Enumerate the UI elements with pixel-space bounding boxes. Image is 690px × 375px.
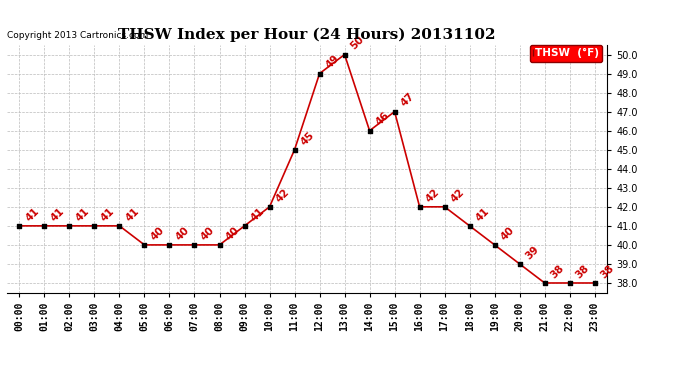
Point [39, 223, 50, 229]
Text: 40: 40 [499, 225, 516, 242]
Text: 38: 38 [574, 263, 591, 280]
Text: 40: 40 [199, 225, 216, 242]
Text: 41: 41 [74, 206, 91, 223]
Title: THSW Index per Hour (24 Hours) 20131102: THSW Index per Hour (24 Hours) 20131102 [118, 28, 496, 42]
Point [114, 223, 125, 229]
Point [289, 147, 300, 153]
Text: 49: 49 [324, 54, 341, 71]
Point [89, 223, 100, 229]
Point [439, 204, 450, 210]
Text: 42: 42 [448, 187, 466, 204]
Text: 40: 40 [224, 225, 241, 242]
Text: 41: 41 [99, 206, 116, 223]
Legend: THSW  (°F): THSW (°F) [530, 45, 602, 62]
Point [464, 223, 475, 229]
Text: 38: 38 [549, 263, 566, 280]
Point [264, 204, 275, 210]
Point [314, 70, 325, 76]
Point [564, 280, 575, 286]
Point [164, 242, 175, 248]
Text: 47: 47 [399, 92, 416, 109]
Point [239, 223, 250, 229]
Text: 46: 46 [374, 111, 391, 128]
Text: 41: 41 [248, 206, 266, 223]
Text: 38: 38 [599, 263, 616, 280]
Point [414, 204, 425, 210]
Text: 42: 42 [424, 187, 441, 204]
Point [64, 223, 75, 229]
Point [539, 280, 550, 286]
Point [389, 109, 400, 115]
Text: 40: 40 [148, 225, 166, 242]
Text: 50: 50 [348, 34, 366, 52]
Point [14, 223, 25, 229]
Point [514, 261, 525, 267]
Point [339, 51, 350, 57]
Point [364, 128, 375, 134]
Point [139, 242, 150, 248]
Text: Copyright 2013 Cartronics.com: Copyright 2013 Cartronics.com [7, 31, 148, 40]
Text: 41: 41 [48, 206, 66, 223]
Text: 41: 41 [23, 206, 41, 223]
Point [489, 242, 500, 248]
Point [214, 242, 225, 248]
Text: 39: 39 [524, 244, 541, 261]
Text: 41: 41 [124, 206, 141, 223]
Text: 40: 40 [174, 225, 191, 242]
Point [589, 280, 600, 286]
Text: 45: 45 [299, 129, 316, 147]
Point [189, 242, 200, 248]
Text: 41: 41 [474, 206, 491, 223]
Text: 42: 42 [274, 187, 291, 204]
